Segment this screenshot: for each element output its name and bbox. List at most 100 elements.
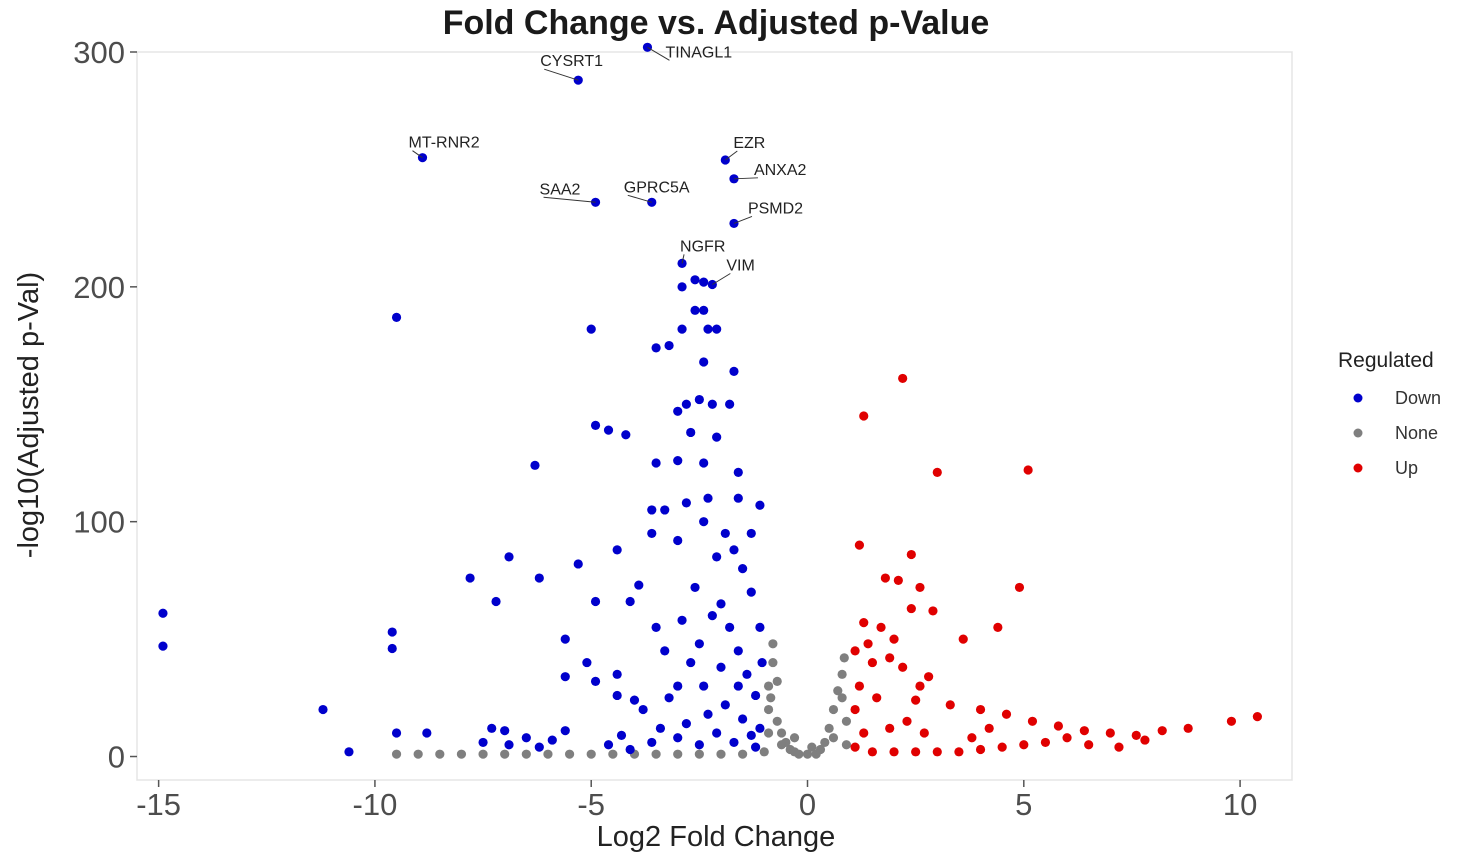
point-down xyxy=(560,672,570,682)
point-down xyxy=(660,646,670,656)
point-down xyxy=(638,704,648,715)
point-up xyxy=(945,700,955,710)
point-up xyxy=(1019,740,1029,750)
point-up xyxy=(889,747,899,757)
point-up xyxy=(1079,726,1089,736)
point-up xyxy=(1183,723,1193,733)
point-down xyxy=(625,596,635,607)
point-down xyxy=(673,733,683,743)
legend-label-up: Up xyxy=(1395,458,1418,478)
point-none xyxy=(789,733,800,743)
x-tick-label: -15 xyxy=(136,787,181,822)
point-down xyxy=(703,493,713,503)
point-up xyxy=(975,704,986,715)
point-none xyxy=(564,749,575,759)
point-down xyxy=(603,740,614,750)
point-up xyxy=(928,606,938,616)
point-down xyxy=(612,690,622,701)
point-up xyxy=(1084,740,1094,750)
gene-label-leader xyxy=(733,177,758,180)
point-down xyxy=(664,340,674,351)
point-up xyxy=(885,723,895,733)
gene-label-leader xyxy=(544,68,579,81)
point-down xyxy=(699,458,709,468)
point-none xyxy=(828,733,839,743)
point-up xyxy=(1014,582,1025,593)
point-down xyxy=(647,737,657,748)
point-down xyxy=(729,545,739,555)
point-up xyxy=(932,747,942,757)
point-down xyxy=(647,528,657,539)
point-down xyxy=(681,498,691,508)
point-down xyxy=(612,669,622,679)
point-down xyxy=(707,611,717,621)
point-up xyxy=(1001,709,1012,719)
point-up xyxy=(1105,728,1115,738)
point-up xyxy=(1114,742,1124,752)
point-down xyxy=(729,366,739,376)
point-down xyxy=(757,657,767,668)
x-tick-label: -5 xyxy=(577,787,605,822)
point-up xyxy=(911,695,921,705)
x-tick-label: 0 xyxy=(799,787,816,822)
point-down xyxy=(318,704,328,715)
point-down xyxy=(651,343,661,353)
point-down xyxy=(703,709,713,719)
point-down xyxy=(712,728,722,738)
point-down xyxy=(729,737,739,748)
point-up xyxy=(1023,465,1033,475)
point-down xyxy=(733,493,743,503)
gene-label: PSMD2 xyxy=(748,200,803,217)
point-down xyxy=(625,744,635,755)
gene-labels: CYSRT1 TINAGL1 MT-RNR2 EZR ANXA2 SAA2 GPRC5A PS… xyxy=(409,44,807,285)
point-none xyxy=(794,749,804,759)
point-up xyxy=(859,411,869,421)
point-down xyxy=(755,622,765,632)
point-none xyxy=(841,716,852,726)
point-down xyxy=(716,662,726,672)
point-down xyxy=(616,730,627,740)
point-none xyxy=(824,723,834,733)
gene-label: MT-RNR2 xyxy=(409,135,480,152)
point-up xyxy=(984,723,994,733)
legend: Regulated Down None Up xyxy=(1338,349,1441,478)
point-down xyxy=(344,747,354,757)
point-down xyxy=(673,535,683,546)
gene-label-leader xyxy=(712,273,731,285)
point-down xyxy=(750,742,761,752)
point-none xyxy=(802,749,813,759)
point-down xyxy=(560,634,570,644)
point-down xyxy=(699,517,709,527)
point-up xyxy=(854,681,865,691)
point-none xyxy=(772,716,782,726)
point-none xyxy=(608,749,618,759)
point-up xyxy=(1252,711,1262,722)
point-none xyxy=(521,749,531,759)
point-down xyxy=(573,559,583,569)
point-none xyxy=(478,749,488,759)
point-down xyxy=(634,580,644,590)
point-none xyxy=(543,749,553,759)
point-down xyxy=(694,740,704,750)
point-down xyxy=(733,681,743,691)
point-up xyxy=(867,657,877,668)
gene-label-leader xyxy=(733,215,753,224)
point-none xyxy=(807,742,817,752)
point-down xyxy=(500,726,510,736)
point-down xyxy=(746,587,756,597)
point-up xyxy=(863,639,873,649)
y-axis: 0 100 200 300 xyxy=(73,35,137,775)
point-none xyxy=(837,693,847,703)
point-down xyxy=(699,357,709,367)
point-up xyxy=(958,634,968,644)
point-none xyxy=(413,749,423,759)
point-up xyxy=(1157,726,1167,736)
point-up xyxy=(1140,735,1150,745)
point-none xyxy=(694,749,704,759)
gene-label-leader xyxy=(412,150,423,159)
point-up xyxy=(906,603,916,614)
point-down xyxy=(725,399,735,409)
point-down xyxy=(686,657,696,668)
point-down xyxy=(621,430,631,440)
point-none xyxy=(820,737,830,748)
